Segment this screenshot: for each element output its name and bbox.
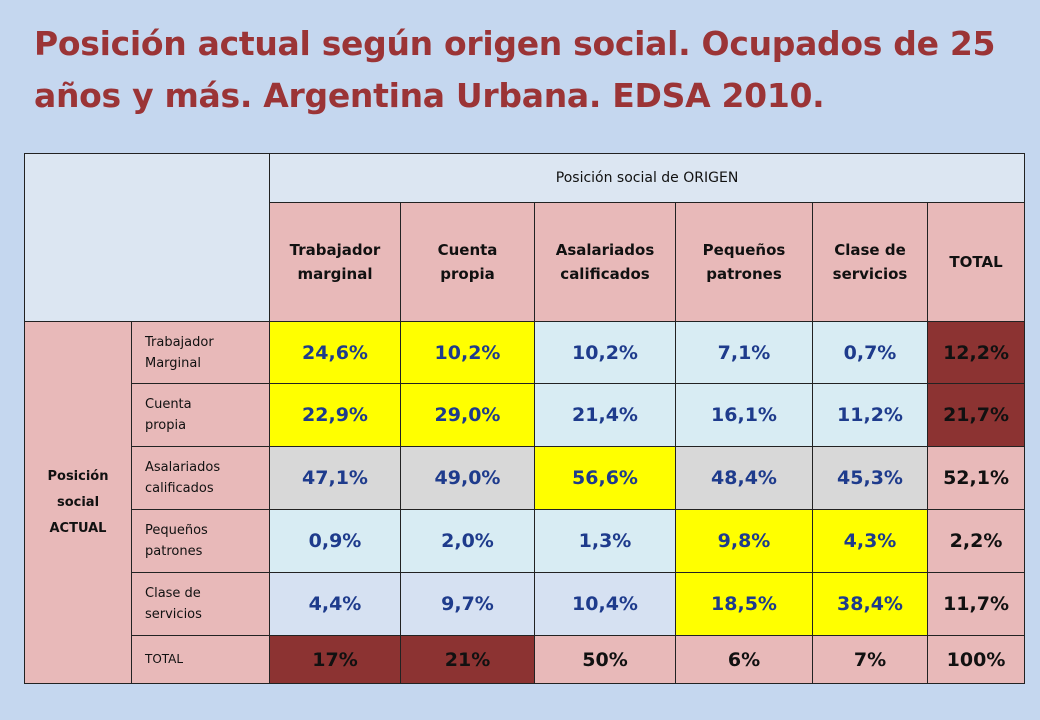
table-cell-total: 12,2%	[926, 321, 1026, 384]
table-row: Cuenta propia 22,9% 29,0% 21,4% 16,1% 11,…	[25, 383, 1026, 447]
table-row: Pequeños patrones 0,9% 2,0% 1,3% 9,8% 4,3…	[25, 509, 1026, 573]
table-cell: 0,7%	[812, 321, 928, 384]
table-cell: 6%	[675, 635, 813, 684]
table-cell: 2,0%	[400, 509, 535, 573]
table-cell: 9,8%	[675, 509, 813, 573]
table-cell-total: 100%	[926, 635, 1026, 684]
row-header-trabajador-marginal: Trabajador Marginal	[131, 321, 270, 384]
row-header-cuenta-propia: Cuenta propia	[131, 383, 270, 447]
table-cell: 24,6%	[269, 321, 401, 384]
table-cell: 10,4%	[534, 572, 676, 636]
table-cell-total: 2,2%	[926, 509, 1026, 573]
table-cell: 11,2%	[812, 383, 928, 447]
table-cell: 1,3%	[534, 509, 676, 573]
table-cell: 47,1%	[269, 446, 401, 510]
row-header-asalariados: Asalariados calificados	[131, 446, 270, 510]
col-header-pequenos-patrones: Pequeños patrones	[675, 202, 813, 322]
table-cell: 0,9%	[269, 509, 401, 573]
column-header-row: Trabajador marginal Cuenta propia Asalaria…	[25, 202, 1026, 322]
table-cell: 7,1%	[675, 321, 813, 384]
row-header-total: TOTAL	[131, 635, 270, 684]
table-cell: 4,4%	[269, 572, 401, 636]
table-cell: 21,4%	[534, 383, 676, 447]
mobility-table: Posición social de ORIGEN Trabajador marg…	[24, 153, 1026, 684]
table-cell: 7%	[812, 635, 928, 684]
row-header-clase-servicios: Clase de servicios	[131, 572, 270, 636]
table-cell: 16,1%	[675, 383, 813, 447]
table-cell: 21%	[400, 635, 535, 684]
table-cell-total: 21,7%	[926, 383, 1026, 447]
table-row-total: TOTAL 17% 21% 50% 6% 7% 100%	[25, 635, 1026, 684]
col-header-clase-servicios: Clase de servicios	[812, 202, 928, 322]
table-cell: 18,5%	[675, 572, 813, 636]
table-cell: 56,6%	[534, 446, 676, 510]
table-cell: 22,9%	[269, 383, 401, 447]
col-header-asalariados: Asalariados calificados	[534, 202, 676, 322]
table-cell: 45,3%	[812, 446, 928, 510]
corner-cell	[24, 153, 270, 322]
row-header-pequenos-patrones: Pequeños patrones	[131, 509, 270, 573]
table-cell: 10,2%	[534, 321, 676, 384]
slide-title: Posición actual según origen social. Ocu…	[34, 24, 996, 115]
col-header-total: TOTAL	[926, 202, 1026, 322]
table-cell: 10,2%	[400, 321, 535, 384]
table-cell: 50%	[534, 635, 676, 684]
table-row: Posición social ACTUAL Trabajador Marginal …	[24, 321, 1026, 684]
table-cell: 17%	[269, 635, 401, 684]
col-header-trabajador-marginal: Trabajador marginal	[269, 202, 401, 322]
table-cell: 9,7%	[400, 572, 535, 636]
table-row: Clase de servicios 4,4% 9,7% 10,4% 18,5% …	[25, 572, 1026, 636]
table-cell-total: 11,7%	[926, 572, 1026, 636]
table-row: Asalariados calificados 47,1% 49,0% 56,6%…	[25, 446, 1026, 510]
col-header-cuenta-propia: Cuenta propia	[400, 202, 535, 322]
origin-header: Posición social de ORIGEN	[268, 153, 1026, 203]
table-cell: 4,3%	[812, 509, 928, 573]
table-cell: 38,4%	[812, 572, 928, 636]
table-cell-total: 52,1%	[926, 446, 1026, 510]
origin-header-row: Posición social de ORIGEN	[24, 153, 1026, 322]
table-cell: 48,4%	[675, 446, 813, 510]
table-cell: 29,0%	[400, 383, 535, 447]
row-group-label: Posición social ACTUAL	[24, 321, 132, 684]
table-cell: 49,0%	[400, 446, 535, 510]
